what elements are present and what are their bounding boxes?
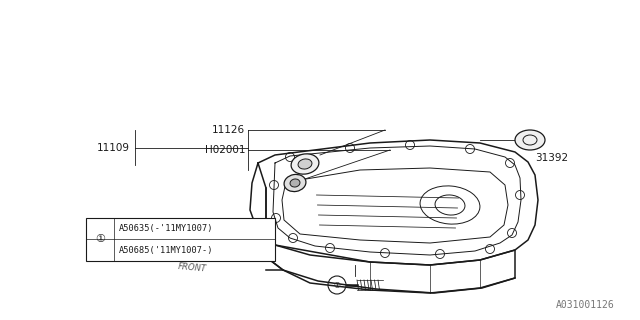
Ellipse shape	[284, 174, 306, 192]
Text: FRONT: FRONT	[178, 262, 207, 274]
Text: A031001126: A031001126	[556, 300, 614, 310]
Bar	[86, 218, 275, 261]
Text: H02001: H02001	[205, 145, 245, 155]
Text: 11126: 11126	[212, 125, 245, 135]
Text: A50635(-'11MY1007): A50635(-'11MY1007)	[118, 224, 213, 233]
Ellipse shape	[298, 159, 312, 169]
Ellipse shape	[515, 130, 545, 150]
Text: 31392: 31392	[535, 153, 568, 163]
Text: A50685('11MY1007-): A50685('11MY1007-)	[118, 245, 213, 254]
Text: 11109: 11109	[97, 143, 130, 153]
Ellipse shape	[291, 154, 319, 174]
Ellipse shape	[290, 179, 300, 187]
Text: ①: ①	[95, 234, 106, 244]
Text: ①: ①	[333, 281, 340, 290]
